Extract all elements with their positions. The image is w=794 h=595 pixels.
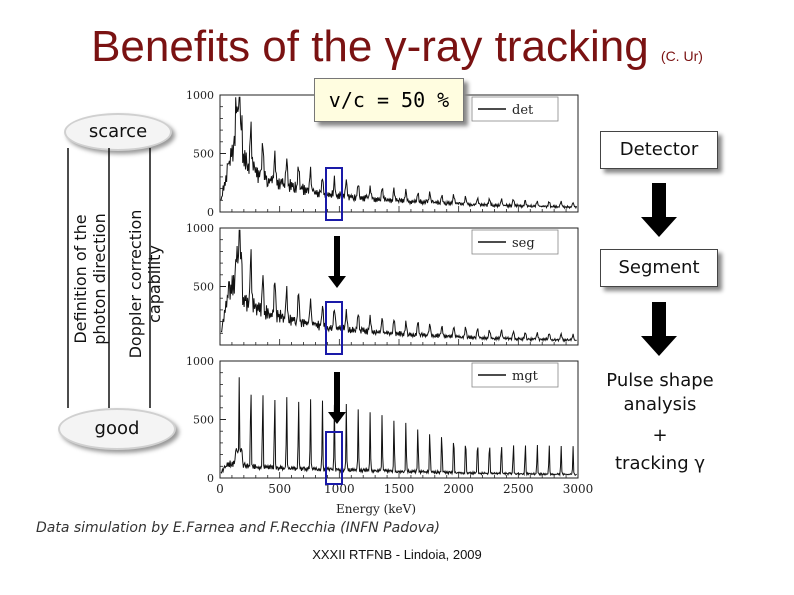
good-oval: good [58, 408, 176, 450]
y-tick-label: 0 [207, 472, 214, 485]
x-tick-label: 0 [216, 482, 224, 496]
y-tick-label: 1000 [186, 355, 214, 368]
spectrum-line-mgt [220, 377, 577, 477]
y-tick-label: 1000 [186, 222, 214, 235]
arrow-segment-to-psa [641, 302, 677, 356]
detector-box: Detector [600, 131, 718, 169]
psa-text: Pulse shape analysis + tracking γ [590, 369, 730, 476]
title-main: Benefits of the γ-ray tracking [91, 22, 649, 71]
spectrum-line-det [220, 96, 578, 210]
good-label: good [94, 418, 140, 439]
psa-line2: analysis [623, 394, 697, 415]
x-axis-label: Energy (keV) [336, 502, 417, 516]
title-credit: (C. Ur) [660, 48, 703, 64]
segment-box: Segment [600, 249, 718, 287]
arrow-spectrum-1 [328, 236, 346, 288]
velocity-box: v/c = 50 % [314, 78, 464, 122]
x-tick-label: 2500 [503, 482, 534, 496]
detector-label: Detector [619, 139, 699, 160]
scarce-label: scarce [88, 121, 148, 142]
highlight-box-det [325, 167, 343, 221]
x-tick-label: 1000 [324, 482, 355, 496]
y-tick-label: 500 [193, 148, 214, 161]
legend-label-seg: seg [512, 236, 535, 251]
x-tick-label: 500 [268, 482, 291, 496]
psa-line1: Pulse shape [606, 370, 714, 391]
y-tick-label: 0 [207, 206, 214, 219]
arrow-spectrum-2 [328, 372, 346, 424]
y-tick-label: 1000 [186, 89, 214, 102]
legend-label-det: det [512, 103, 534, 118]
highlight-box-mgt [325, 431, 343, 485]
conference-footer: XXXII RTFNB - Lindoia, 2009 [312, 547, 482, 562]
legend-label-mgt: mgt [512, 369, 539, 384]
segment-label: Segment [618, 257, 700, 278]
psa-tracking: tracking γ [614, 453, 706, 474]
slide-title: Benefits of the γ-ray tracking (C. Ur) [0, 22, 794, 72]
x-tick-label: 1500 [384, 482, 415, 496]
data-credit: Data simulation by E.Farnea and F.Recchi… [36, 520, 440, 536]
x-tick-label: 3000 [563, 482, 594, 496]
spectrum-line-seg [220, 229, 577, 343]
highlight-box-seg [325, 301, 343, 355]
y-tick-label: 500 [193, 414, 214, 427]
x-tick-label: 2000 [443, 482, 474, 496]
arrow-detector-to-segment [641, 183, 677, 237]
psa-plus: + [652, 425, 668, 446]
y-tick-label: 500 [193, 281, 214, 294]
scarce-oval: scarce [64, 113, 172, 151]
